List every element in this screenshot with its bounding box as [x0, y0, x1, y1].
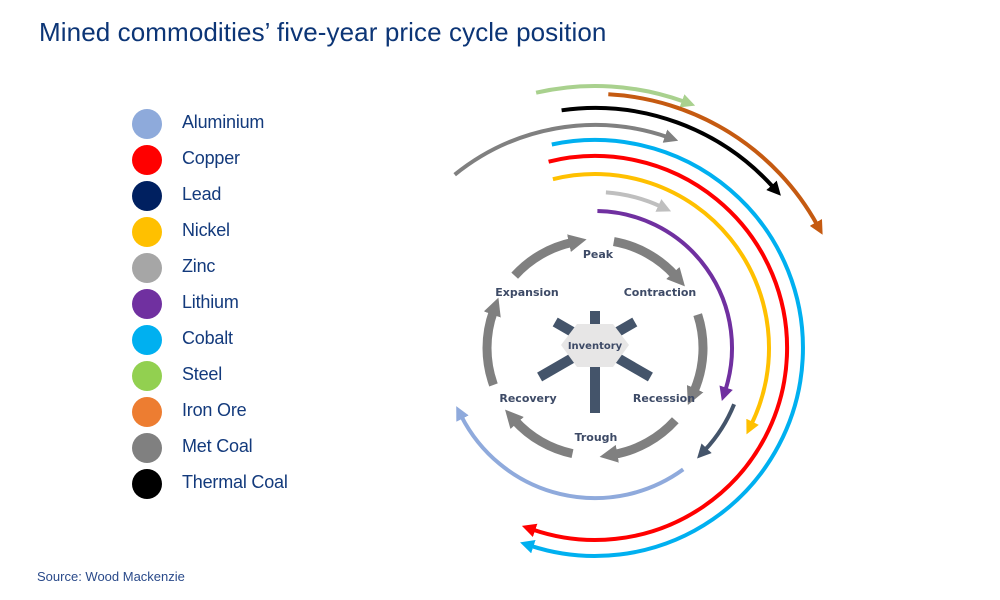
- legend-label: Lead: [182, 184, 222, 204]
- inventory-hexagon: [561, 324, 629, 367]
- legend-item-lead: Lead: [132, 178, 352, 214]
- legend-item-aluminium: Aluminium: [132, 106, 352, 142]
- legend-item-zinc: Zinc: [132, 250, 352, 286]
- stage-contraction: Contraction: [624, 286, 697, 299]
- legend-label: Zinc: [182, 256, 216, 276]
- arc-iron-ore: [608, 92, 823, 235]
- legend-label: Cobalt: [182, 328, 233, 348]
- legend-label: Steel: [182, 364, 223, 384]
- legend-label: Lithium: [182, 292, 239, 312]
- legend-swatch: [132, 361, 162, 391]
- cycle-ring: [482, 234, 708, 463]
- legend-label: Met Coal: [182, 436, 253, 456]
- legend-label: Aluminium: [182, 112, 265, 132]
- arc-cobalt: [520, 138, 805, 558]
- commodity-arcs: [453, 84, 823, 558]
- legend-swatch: [132, 217, 162, 247]
- arc-thermal-coal: [561, 105, 781, 196]
- arc-lithium: [597, 209, 734, 401]
- stage-peak: Peak: [583, 248, 614, 261]
- legend-swatch: [132, 109, 162, 139]
- stage-recovery: Recovery: [499, 392, 556, 405]
- legend-swatch: [132, 397, 162, 427]
- legend-swatch: [132, 181, 162, 211]
- legend-item-lithium: Lithium: [132, 286, 352, 322]
- arc-copper: [521, 153, 790, 542]
- cycle-arrow-recession-to-trough: [599, 417, 679, 463]
- legend-item-met-coal: Met Coal: [132, 430, 352, 466]
- legend-label: Thermal Coal: [182, 472, 288, 492]
- legend-swatch: [132, 325, 162, 355]
- legend-item-thermal-coal: Thermal Coal: [132, 466, 352, 502]
- cycle-arrow-peak-to-contraction: [612, 237, 685, 287]
- arc-met-coal: [453, 122, 679, 177]
- stage-recession: Recession: [633, 392, 695, 405]
- legend-label: Copper: [182, 148, 240, 168]
- legend-swatch: [132, 289, 162, 319]
- legend-item-steel: Steel: [132, 358, 352, 394]
- legend-item-nickel: Nickel: [132, 214, 352, 250]
- legend-swatch: [132, 145, 162, 175]
- inventory-label: Inventory: [568, 341, 623, 352]
- arc-aluminium: [456, 406, 685, 501]
- source-note: Source: Wood Mackenzie: [37, 569, 185, 584]
- legend-swatch: [132, 433, 162, 463]
- legend-label: Iron Ore: [182, 400, 247, 420]
- arc-steel: [535, 84, 696, 108]
- legend-swatch: [132, 469, 162, 499]
- legend-item-iron-ore: Iron Ore: [132, 394, 352, 430]
- legend-swatch: [132, 253, 162, 283]
- legend-label: Nickel: [182, 220, 230, 240]
- cycle-arrow-recovery-to-expansion: [482, 297, 501, 387]
- page-title: Mined commodities’ five-year price cycle…: [39, 17, 607, 47]
- legend-item-cobalt: Cobalt: [132, 322, 352, 358]
- arc-lead: [697, 403, 736, 459]
- cycle-arrow-expansion-to-peak: [511, 234, 587, 279]
- legend-item-copper: Copper: [132, 142, 352, 178]
- cycle-arrow-trough-to-recovery: [505, 409, 574, 459]
- cycle-arrow-contraction-to-recession: [686, 313, 708, 406]
- stage-trough: Trough: [575, 431, 618, 444]
- arc-zinc: [605, 190, 672, 212]
- inventory-hub: Inventory: [537, 311, 653, 413]
- arc-nickel: [552, 172, 771, 435]
- stage-expansion: Expansion: [495, 286, 558, 299]
